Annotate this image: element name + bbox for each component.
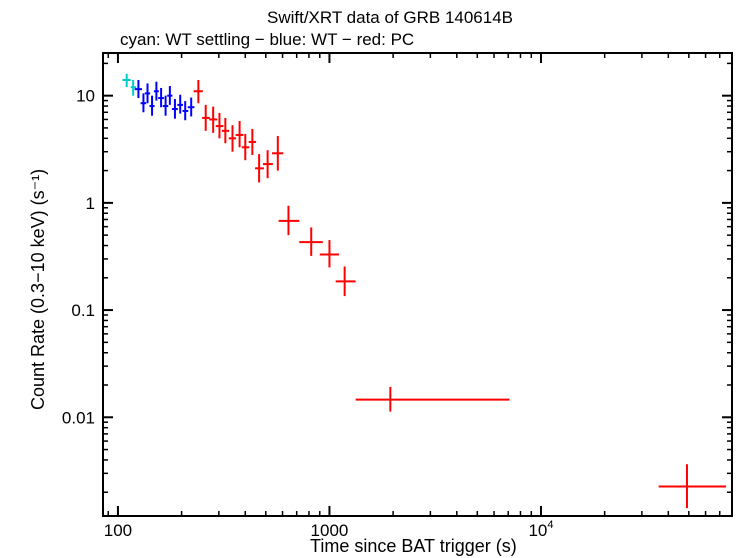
chart-root: Swift/XRT data of GRB 140614B cyan: WT s… [0,0,746,558]
svg-text:10: 10 [76,87,95,106]
plot-svg: 100 1000 104 0.01 0.1 1 10 [0,0,746,558]
svg-text:1000: 1000 [311,521,349,540]
svg-text:0.01: 0.01 [62,408,95,427]
svg-text:104: 104 [528,519,553,540]
svg-text:100: 100 [104,521,132,540]
svg-text:1: 1 [86,194,95,213]
svg-text:0.1: 0.1 [71,301,95,320]
